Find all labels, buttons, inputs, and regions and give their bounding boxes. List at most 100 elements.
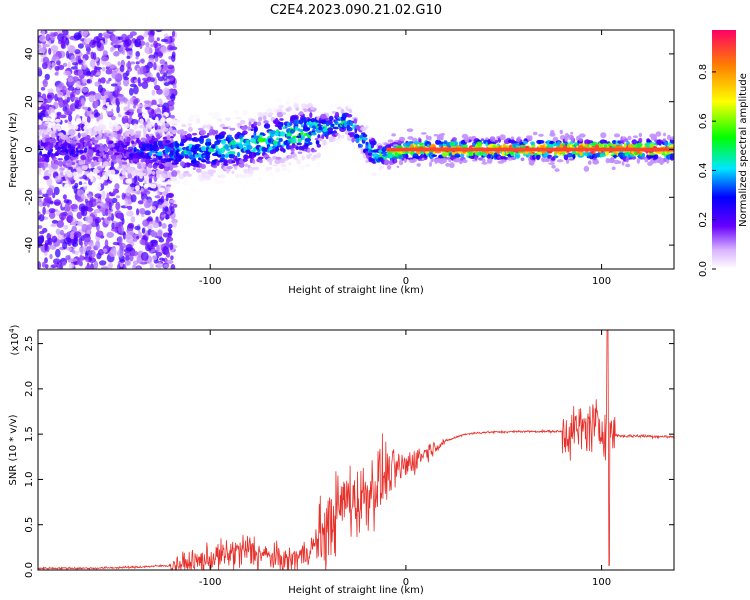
spectrogram-ridge-blob	[199, 135, 205, 139]
spectrogram-noise-blob	[88, 216, 93, 224]
spectrogram-ridge-blob	[229, 127, 236, 131]
spectrogram-noise-blob	[167, 64, 175, 70]
spectrogram-ridge-blob	[194, 154, 199, 159]
spectrogram-ridge-blob	[153, 141, 158, 145]
spectrogram-ridge-blob	[259, 132, 265, 136]
spectrogram-ridge-blob	[82, 116, 87, 122]
spectrogram-ridge-blob	[126, 162, 131, 167]
spectrogram-noise-blob	[57, 33, 65, 42]
spectrogram-noise-blob	[67, 75, 73, 79]
spectrogram-noise-blob	[128, 108, 135, 113]
spectrogram-noise-blob	[53, 186, 60, 196]
spectrogram-ridge-blob	[626, 141, 630, 146]
spectrogram-ridge-blob	[572, 153, 576, 160]
spectrogram-ridge-blob	[301, 103, 307, 109]
spectrogram-noise-blob	[117, 225, 124, 234]
spectrogram-noise-blob	[86, 79, 91, 84]
spectrogram-ridge-blob	[226, 166, 233, 170]
spectrogram-noise-blob	[82, 58, 86, 66]
spectrogram-ridge-blob	[307, 141, 313, 146]
spectrogram-ridge-blob	[111, 179, 118, 182]
spectrogram-ridge-blob	[184, 170, 189, 174]
spectrogram-ridge-blob	[341, 112, 348, 118]
spectrogram-noise-blob	[157, 51, 163, 58]
spectrogram-noise-blob	[124, 115, 129, 120]
spectrogram-ridge-blob	[105, 153, 109, 159]
spectrogram-ridge-blob	[60, 151, 67, 156]
spectrogram-ridge-blob	[489, 136, 496, 142]
spectrogram-noise-blob	[170, 264, 176, 269]
spectrogram-noise-blob	[94, 208, 100, 213]
spectrogram-ridge-blob	[337, 133, 341, 139]
spectrogram-ridge-blob	[393, 159, 398, 164]
spectrogram-ridge-blob	[574, 142, 578, 147]
spectrogram-ridge-blob	[348, 109, 353, 114]
spectrogram-ridge-blob	[445, 163, 450, 167]
spectrogram-noise-blob	[89, 249, 96, 258]
spectrogram-ridge-blob	[244, 163, 249, 168]
spectrogram-ridge-blob	[192, 150, 198, 154]
spectrogram-ridge-blob	[529, 135, 533, 141]
spectrogram-ridge-blob	[51, 130, 57, 134]
spectrogram-noise-blob	[118, 95, 126, 102]
spectrogram-noise-blob	[75, 80, 81, 90]
spectrogram-ridge-blob	[184, 164, 188, 168]
spectrogram-ridge-blob	[43, 131, 49, 135]
spectrogram-ridge-blob	[236, 160, 240, 165]
spectrogram-noise-blob	[38, 214, 45, 222]
spectrogram-noise-blob	[133, 98, 139, 106]
spectrogram-ridge-blob	[101, 165, 105, 169]
spectrogram-noise-blob	[54, 175, 62, 183]
spectrogram-ridge-blob	[100, 125, 107, 130]
spectrogram-ridge-blob	[38, 140, 41, 145]
spectrogram-noise-blob	[127, 222, 135, 229]
spectrogram-noise-blob	[160, 195, 165, 204]
spectrogram-ridge-blob	[427, 144, 430, 147]
spectrogram-ridge-blob	[290, 85, 297, 89]
spectrogram-ridge-blob	[337, 106, 342, 110]
spectrogram-noise-blob	[41, 30, 46, 37]
spectrogram-ridge-blob	[51, 159, 55, 165]
spectrogram-noise-blob	[123, 76, 129, 81]
spectrogram-noise-blob	[89, 266, 95, 269]
spectrogram-noise-blob	[150, 239, 158, 244]
spectrogram-ridge-blob	[120, 111, 124, 116]
spectrogram-ridge-blob	[71, 162, 76, 165]
spectrogram-ridge-blob	[377, 157, 384, 161]
spectrogram-noise-blob	[123, 78, 130, 87]
spectrogram-noise-blob	[105, 66, 110, 70]
spectrogram-ridge-blob	[151, 104, 158, 110]
spectrogram-y-label: Frequency (Hz)	[8, 112, 19, 188]
spectrogram-noise-blob	[160, 38, 169, 43]
spectrogram-noise-blob	[51, 62, 56, 68]
spectrogram-ridge-blob	[281, 168, 287, 171]
spectrogram-ridge-blob	[349, 133, 355, 138]
spectrogram-ridge-blob	[38, 144, 41, 151]
spectrogram-ridge-blob	[520, 157, 525, 162]
spectrogram-ridge-blob	[251, 123, 255, 129]
spectrogram-ridge-blob	[253, 152, 257, 157]
spectrogram-ridge-blob	[309, 112, 313, 119]
spectrogram-ridge-blob	[91, 137, 95, 142]
spectrogram-ridge-blob	[79, 161, 84, 164]
spectrogram-noise-blob	[166, 260, 174, 264]
spectrogram-ridge-blob	[196, 168, 202, 173]
spectrogram-ridge-blob	[631, 139, 638, 145]
spectrogram-ridge-blob	[51, 122, 56, 127]
spectrogram-ridge-blob	[234, 155, 238, 162]
spectrogram-ridge-blob	[136, 137, 140, 144]
spectrogram-noise-blob	[59, 229, 64, 236]
spectrogram-ridge-blob	[322, 139, 327, 146]
spectrogram-noise-blob	[86, 116, 91, 124]
spectrogram-ridge-blob	[220, 174, 226, 179]
spectrogram-ridge-blob	[328, 115, 334, 122]
spectrogram-ridge-blob	[288, 145, 295, 150]
spectrogram-noise-blob	[153, 84, 161, 91]
spectrogram-ridge-blob	[234, 166, 238, 170]
spectrogram-noise-blob	[148, 173, 153, 181]
spectrogram-noise-blob	[96, 60, 100, 66]
spectrogram-ridge-blob	[301, 155, 306, 161]
spectrogram-ridge-blob	[413, 141, 420, 145]
spectrogram-ridge-blob	[431, 154, 438, 157]
spectrogram-ridge-blob	[351, 148, 358, 152]
